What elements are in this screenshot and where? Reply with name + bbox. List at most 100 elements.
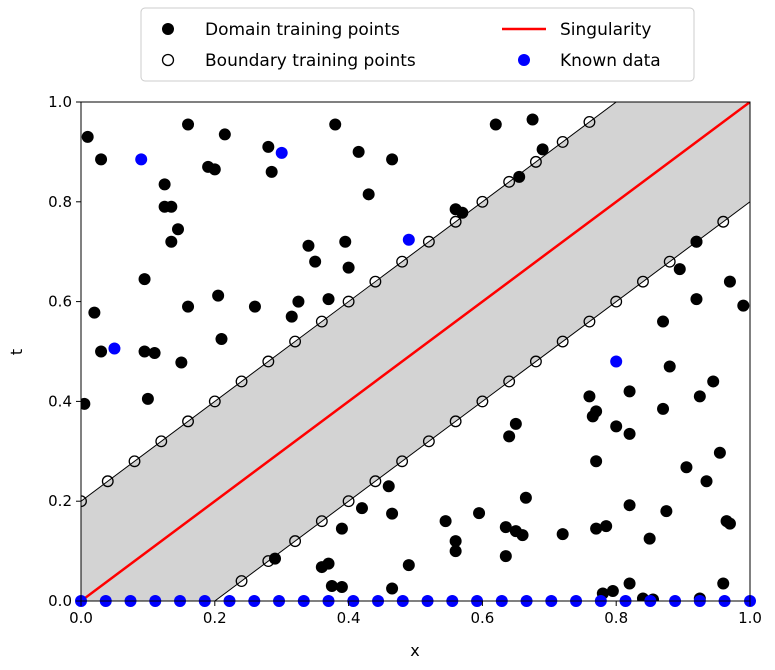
domain-point [737, 299, 750, 312]
domain-point [325, 580, 338, 593]
boundary-point [208, 395, 221, 408]
boundary-point [155, 435, 168, 448]
boundary-point [315, 515, 328, 528]
domain-point [657, 315, 670, 328]
boundary-point [583, 315, 596, 328]
boundary-point [503, 175, 516, 188]
domain-point [623, 385, 636, 398]
x-tick-label: 0.2 [203, 609, 227, 627]
boundary-point [637, 275, 649, 288]
domain-point [88, 306, 101, 319]
domain-point [590, 405, 603, 418]
x-tick-label: 0.4 [337, 609, 361, 627]
boundary-point [81, 495, 87, 508]
domain-point [623, 577, 636, 590]
boundary-point [610, 295, 623, 308]
domain-point [606, 585, 619, 598]
y-tick-label: 0.4 [48, 392, 72, 410]
legend-label-known: Known data [560, 51, 661, 71]
boundary-point [449, 215, 462, 228]
y-tick-label: 0.6 [48, 293, 72, 311]
y-tick-label: 0.2 [48, 492, 72, 510]
domain-point [680, 461, 693, 474]
domain-point [590, 455, 603, 468]
legend-marker-known [518, 54, 530, 66]
domain-point [352, 145, 365, 158]
domain-point [519, 491, 532, 504]
legend-marker-boundary [161, 53, 175, 67]
domain-point [342, 261, 355, 274]
domain-point [402, 559, 415, 572]
domain-point [600, 520, 613, 533]
domain-point [439, 515, 452, 528]
domain-point [322, 293, 335, 306]
domain-points [81, 113, 750, 601]
domain-point [269, 552, 282, 565]
domain-point [700, 475, 713, 488]
domain-point [362, 188, 375, 201]
boundary-point [101, 475, 114, 488]
known-data-point [108, 342, 121, 355]
boundary-point [503, 375, 516, 388]
boundary-point [583, 116, 596, 128]
domain-point [285, 310, 298, 323]
known-data-point [275, 146, 288, 159]
domain-point [138, 273, 151, 286]
boundary-point [128, 455, 141, 468]
domain-point [660, 505, 673, 518]
band-lower-line [214, 201, 750, 601]
domain-point [610, 420, 623, 433]
domain-point [623, 499, 636, 512]
boundary-point [289, 535, 302, 548]
domain-point [382, 480, 395, 493]
domain-point [95, 153, 108, 166]
boundary-point [396, 455, 409, 468]
domain-point [526, 113, 539, 126]
boundary-point [342, 495, 355, 508]
boundary-point [182, 415, 194, 428]
domain-point [663, 360, 676, 373]
domain-point [473, 507, 486, 520]
domain-point [218, 128, 231, 141]
y-tick-label: 1.0 [48, 93, 72, 111]
boundary-point [289, 335, 302, 348]
boundary-point [422, 235, 435, 248]
x-axis-label: x [410, 641, 419, 660]
domain-point [165, 200, 178, 213]
domain-point [590, 522, 603, 535]
boundary-point [422, 435, 435, 448]
domain-point [536, 143, 549, 156]
legend-marker-domain [162, 23, 174, 35]
plot-area [75, 101, 756, 607]
x-tick-label: 0.0 [69, 609, 93, 627]
domain-point [673, 263, 686, 276]
domain-point [456, 206, 469, 219]
domain-point [449, 535, 462, 548]
boundary-point [717, 215, 730, 228]
domain-point [516, 529, 529, 542]
boundary-point [235, 575, 248, 587]
domain-point [713, 446, 726, 459]
domain-point [386, 507, 399, 520]
boundary-point [369, 275, 382, 288]
domain-point [449, 545, 462, 558]
domain-point [141, 392, 154, 405]
domain-point [503, 430, 516, 443]
boundary-point [476, 195, 489, 208]
boundary-point [449, 415, 462, 428]
domain-point [556, 528, 569, 541]
boundary-point [690, 235, 703, 248]
domain-point [623, 427, 636, 440]
y-axis-ticks: 0.0 0.2 0.4 0.6 0.8 1.0 [48, 93, 81, 610]
domain-point [148, 346, 161, 359]
boundary-points [81, 116, 730, 587]
y-axis-label: t [7, 349, 26, 355]
domain-point [335, 522, 348, 535]
boundary-point [262, 355, 275, 368]
x-tick-label: 1.0 [738, 609, 762, 627]
domain-point [248, 300, 261, 313]
domain-point [386, 153, 399, 166]
boundary-point [342, 295, 355, 308]
domain-point [707, 375, 720, 388]
domain-point [499, 521, 512, 534]
